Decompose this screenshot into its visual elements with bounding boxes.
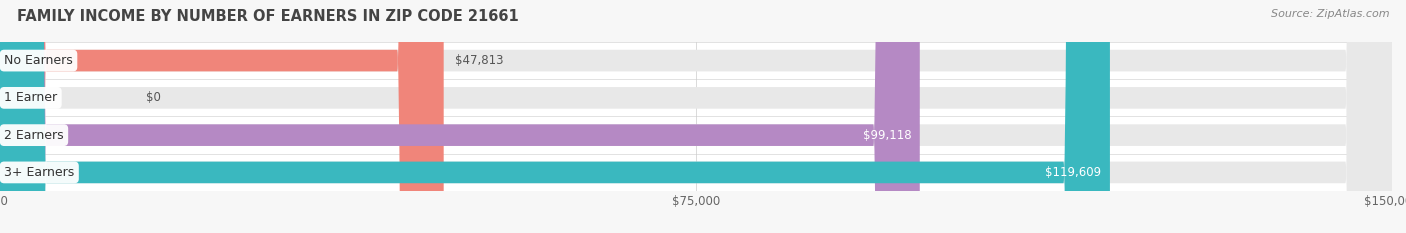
FancyBboxPatch shape [0,79,1392,116]
Text: $0: $0 [146,91,162,104]
FancyBboxPatch shape [0,116,1392,154]
Text: FAMILY INCOME BY NUMBER OF EARNERS IN ZIP CODE 21661: FAMILY INCOME BY NUMBER OF EARNERS IN ZI… [17,9,519,24]
Text: Source: ZipAtlas.com: Source: ZipAtlas.com [1271,9,1389,19]
FancyBboxPatch shape [0,154,1392,191]
Text: $119,609: $119,609 [1046,166,1101,179]
Text: 2 Earners: 2 Earners [4,129,63,142]
Text: No Earners: No Earners [4,54,73,67]
FancyBboxPatch shape [0,0,1109,233]
FancyBboxPatch shape [0,0,444,233]
FancyBboxPatch shape [0,0,920,233]
Text: $99,118: $99,118 [863,129,911,142]
Text: 3+ Earners: 3+ Earners [4,166,75,179]
Text: $47,813: $47,813 [454,54,503,67]
FancyBboxPatch shape [0,42,1392,79]
Text: 1 Earner: 1 Earner [4,91,58,104]
